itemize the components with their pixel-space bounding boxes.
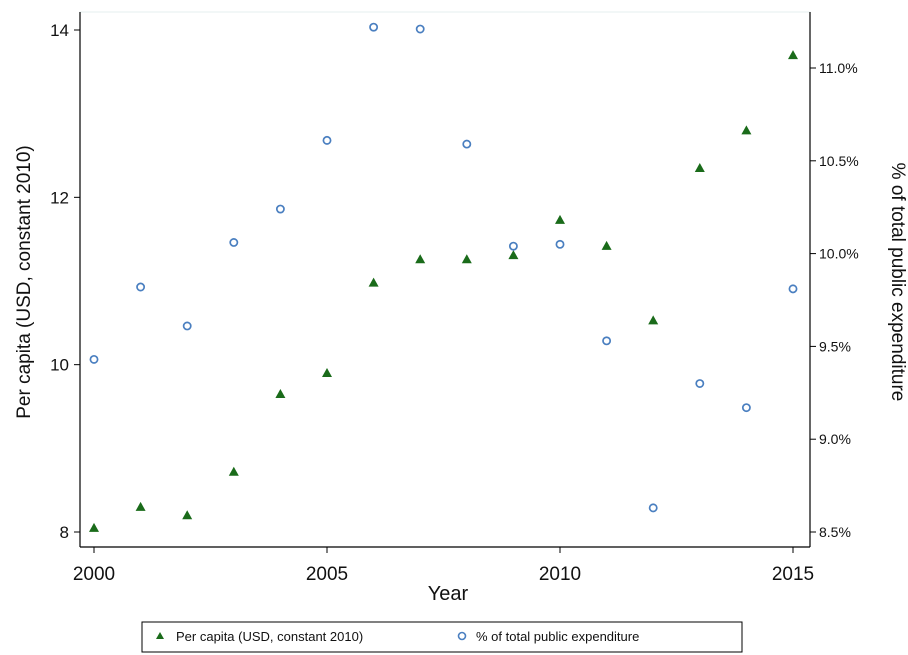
y-right-tick-label-11: 11.0% (819, 60, 858, 76)
percent-expenditure-point-2013 (695, 379, 705, 388)
percent-expenditure-point-2010 (555, 239, 565, 249)
per-capita-point-2001 (135, 501, 146, 511)
y-left-tick-label-14: 14 (50, 21, 69, 40)
x-tick-label-2015: 2015 (772, 564, 814, 585)
legend-box (141, 621, 743, 653)
percent-expenditure-point-2012 (648, 503, 658, 513)
per-capita-point-2005 (322, 368, 332, 378)
y-axis-right-title: % of total public expenditure (887, 163, 908, 402)
percent-expenditure-point-2002 (182, 321, 192, 331)
percent-expenditure-point-2004 (275, 204, 285, 214)
per-capita-point-2011 (601, 240, 612, 250)
percent-expenditure-point-2003 (229, 238, 239, 247)
per-capita-point-2010 (555, 214, 565, 224)
legend-marker-circle (457, 631, 467, 641)
x-tick-label-2005: 2005 (306, 564, 348, 585)
plot-area (79, 11, 811, 548)
y-axis-left-title: Per capita (USD, constant 2010) (14, 145, 35, 419)
y-left-tick-label-12: 12 (50, 188, 69, 207)
y-right-tick-label-8.5: 8.5% (819, 524, 851, 540)
legend: Per capita (USD, constant 2010) % of tot… (141, 621, 743, 653)
per-capita-point-2008 (461, 254, 472, 264)
y-right-tick-label-10.5: 10.5% (819, 153, 859, 169)
percent-expenditure-point-2011 (602, 336, 612, 346)
per-capita-point-2012 (648, 315, 659, 325)
per-capita-point-2015 (788, 50, 798, 60)
percent-expenditure-point-2000 (89, 354, 99, 364)
percent-expenditure-point-2007 (415, 24, 425, 34)
legend-marker-triangle (156, 632, 164, 639)
per-capita-point-2003 (228, 466, 239, 476)
percent-expenditure-point-2005 (322, 135, 332, 145)
y-left-tick-label-10: 10 (50, 356, 69, 375)
x-tick-label-2000: 2000 (73, 564, 115, 585)
legend-label-per-capita: Per capita (USD, constant 2010) (176, 629, 363, 644)
per-capita-point-2009 (508, 250, 519, 260)
percent-expenditure-point-2009 (508, 241, 518, 251)
percent-expenditure-point-2008 (462, 139, 472, 149)
percent-expenditure-point-2001 (136, 282, 146, 292)
percent-expenditure-point-2015 (788, 284, 798, 294)
legend-label-percent: % of total public expenditure (476, 629, 639, 644)
x-axis-title: Year (428, 583, 469, 605)
y-left-tick-label-8: 8 (60, 523, 69, 542)
x-tick-label-2010: 2010 (539, 564, 581, 585)
y-right-tick-label-10: 10.0% (819, 246, 859, 262)
per-capita-point-2006 (368, 277, 379, 287)
per-capita-point-2013 (694, 163, 705, 173)
per-capita-point-2000 (89, 522, 99, 532)
percent-expenditure-point-2014 (741, 403, 751, 413)
y-right-tick-label-9.5: 9.5% (819, 338, 851, 354)
y-right-tick-label-9: 9.0% (819, 431, 851, 447)
per-capita-point-2014 (741, 125, 752, 135)
per-capita-point-2007 (415, 254, 426, 264)
per-capita-point-2004 (275, 388, 286, 398)
percent-expenditure-point-2006 (369, 22, 379, 32)
per-capita-point-2002 (182, 510, 193, 520)
